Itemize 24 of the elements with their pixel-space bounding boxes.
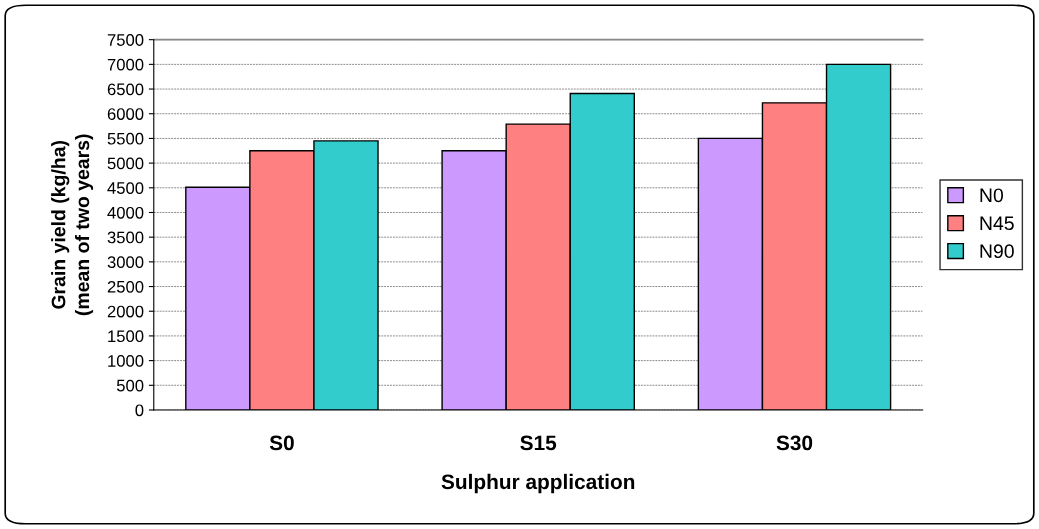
y-tick-label: 7000 (107, 58, 144, 71)
y-tick-label: 1000 (108, 355, 144, 367)
y-axis-title: Grain yield (kg/ha) (mean of two years) (51, 134, 94, 316)
y-tick-label: 3000 (107, 256, 144, 269)
x-axis-title: Sulphur application (441, 473, 635, 494)
x-tick-label: S0 (269, 435, 294, 451)
legend-label: N90 (980, 244, 1014, 259)
y-tick-label: 2000 (107, 305, 144, 318)
x-tick-label: S15 (520, 435, 557, 451)
y-tick-label: 5000 (107, 157, 144, 170)
y-tick-label: 6500 (107, 83, 144, 96)
y-tick-label: 1500 (108, 330, 144, 343)
y-tick-label: 3500 (107, 231, 144, 244)
y-tick-label: 7500 (107, 34, 144, 46)
legend-label: N0 (980, 188, 1004, 203)
y-tick-label: 2500 (107, 280, 144, 293)
y-tick-label: 6000 (107, 108, 144, 120)
x-tick-label: S30 (776, 435, 813, 451)
legend-label: N45 (980, 216, 1014, 231)
y-tick-label: 5500 (107, 132, 144, 145)
y-tick-label: 4000 (107, 206, 144, 219)
y-tick-label: 500 (116, 379, 144, 392)
y-tick-label: 4500 (107, 182, 144, 194)
y-tick-label: 0 (135, 404, 144, 417)
